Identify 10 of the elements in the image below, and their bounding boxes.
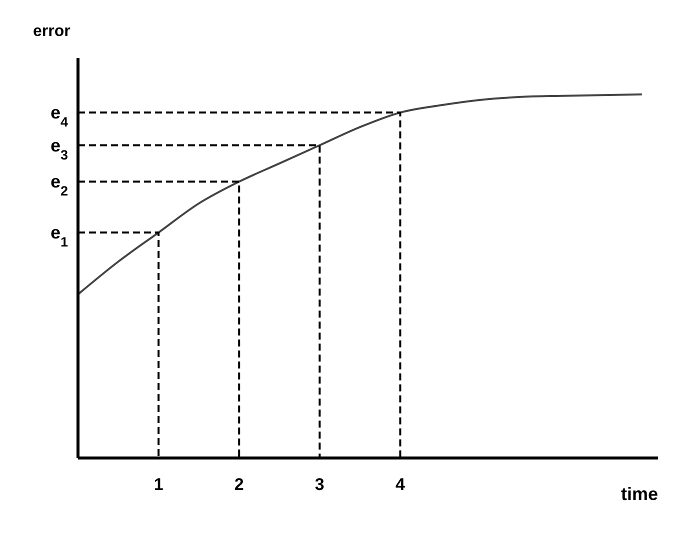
x-tick-label: 4: [395, 475, 406, 494]
series-label: e$_{3}$: [50, 135, 68, 162]
x-tick-label: 3: [314, 475, 324, 494]
x-axis-title: time: [620, 484, 658, 504]
series-label: e$_{4}$: [50, 102, 68, 130]
x-tick-label: 1: [154, 475, 164, 494]
y-axis-title: error: [33, 23, 70, 40]
series-label: e$_{2}$: [50, 172, 68, 198]
series-label: e$_{1}$: [50, 222, 68, 250]
x-tick-label: 2: [234, 475, 244, 494]
